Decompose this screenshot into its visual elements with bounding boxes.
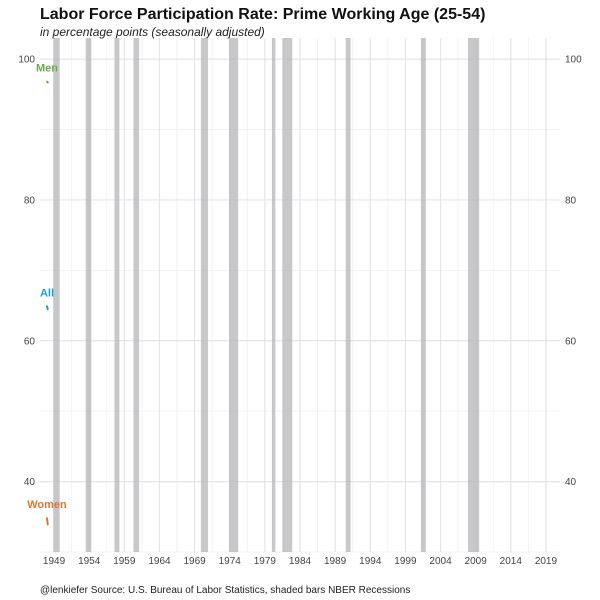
series-line-all [46,305,49,311]
recession-bar [467,38,480,552]
x-tick-label: 1974 [219,556,242,567]
x-tick-label: 2004 [429,556,452,567]
series-line-men [46,80,49,84]
series-layer: Men All Women [27,63,67,526]
x-tick-label: 1984 [289,556,312,567]
y-tick-label-right: 40 [565,477,577,488]
x-tick-label: 1969 [183,556,206,567]
recession-bar [229,38,239,552]
y-tick-label-left: 60 [24,336,36,347]
x-tick-label: 1964 [148,556,171,567]
recession-bar [114,38,120,552]
x-tick-label: 1954 [78,556,101,567]
x-tick-label: 1949 [43,556,66,567]
series-label-men: Men [36,63,58,75]
y-tick-label-left: 40 [24,477,36,488]
recession-bar [133,38,140,552]
recession-bar [271,38,276,552]
axis-layer: 40 40 60 60 80 80 100 100 1949 1954 1959 1964 1969 19… [18,55,582,567]
chart-caption: @lenkiefer Source: U.S. Bureau of Labor … [40,585,411,596]
x-tick-label: 2009 [465,556,488,567]
chart-subtitle: in percentage points (seasonally adjuste… [40,25,265,39]
y-tick-label-right: 80 [565,195,577,206]
y-tick-label-right: 100 [565,55,582,66]
recession-bar [85,38,92,552]
series-label-all: All [40,287,54,299]
recession-bar [282,38,293,552]
recession-bar [200,38,208,552]
recession-layer [53,38,480,552]
x-tick-label: 1994 [359,556,382,567]
y-tick-label-left: 80 [24,195,36,206]
x-tick-label: 1959 [113,556,136,567]
y-tick-label-left: 100 [18,55,35,66]
x-tick-label: 1979 [254,556,277,567]
x-tick-label: 1999 [394,556,417,567]
series-line-women [46,517,49,526]
recession-bar [53,38,60,552]
series-label-women: Women [27,499,67,511]
x-tick-label: 1989 [324,556,347,567]
recession-bar [345,38,351,552]
x-tick-label: 2019 [535,556,558,567]
y-tick-label-right: 60 [565,336,577,347]
x-tick-label: 2014 [500,556,523,567]
chart-title: Labor Force Participation Rate: Prime Wo… [40,6,486,23]
recession-bar [420,38,426,552]
